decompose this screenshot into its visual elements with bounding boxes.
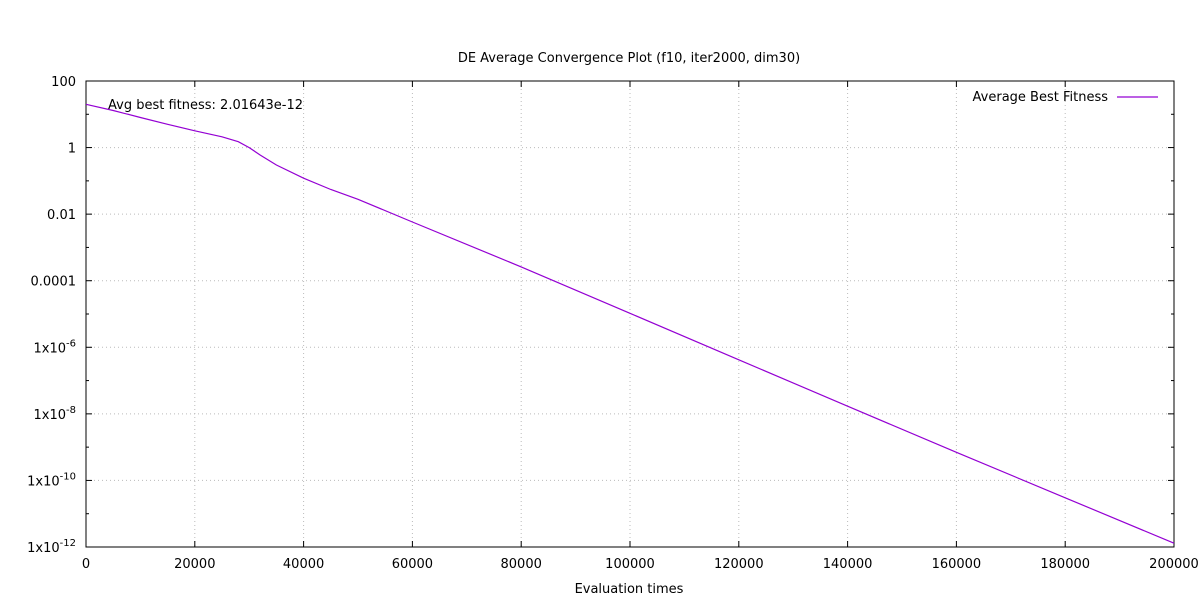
x-tick-label: 100000: [605, 557, 655, 572]
x-tick-label: 60000: [392, 557, 433, 572]
axis-ticks: [85, 80, 1175, 548]
y-tick-label: 1x10-8: [34, 405, 77, 423]
y-tick-label: 1x10-10: [27, 471, 76, 489]
y-tick-label: 0.0001: [31, 275, 77, 290]
chart-title: DE Average Convergence Plot (f10, iter20…: [458, 51, 800, 66]
grid-lines: [86, 81, 1174, 547]
y-tick-label: 1x10-12: [27, 538, 76, 556]
x-tick-labels: 0 20000 40000 60000 80000 100000 120000 140000 1…: [82, 557, 1199, 572]
x-tick-label: 200000: [1149, 557, 1199, 572]
legend-label: Average Best Fitness: [973, 90, 1109, 105]
x-tick-label: 40000: [283, 557, 324, 572]
x-tick-label: 20000: [174, 557, 215, 572]
x-tick-label: 120000: [714, 557, 764, 572]
y-tick-label: 100: [51, 75, 76, 90]
average-best-fitness-line: [85, 103, 1175, 544]
y-tick-labels: 100 1 0.01 0.0001 1x10-6 1x10-8 1x10-10 1x10-12: [27, 75, 76, 556]
x-tick-label: 140000: [823, 557, 873, 572]
y-tick-label: 1x10-6: [34, 338, 77, 356]
avg-best-fitness-annotation: Avg best fitness: 2.01643e-12: [108, 98, 303, 113]
x-tick-label: 160000: [932, 557, 982, 572]
y-tick-label: 0.01: [47, 208, 76, 223]
y-tick-label: 1: [68, 142, 76, 157]
x-axis-label: Evaluation times: [575, 582, 684, 597]
x-tick-label: 0: [82, 557, 90, 572]
x-tick-label: 80000: [501, 557, 542, 572]
x-tick-label: 180000: [1040, 557, 1090, 572]
